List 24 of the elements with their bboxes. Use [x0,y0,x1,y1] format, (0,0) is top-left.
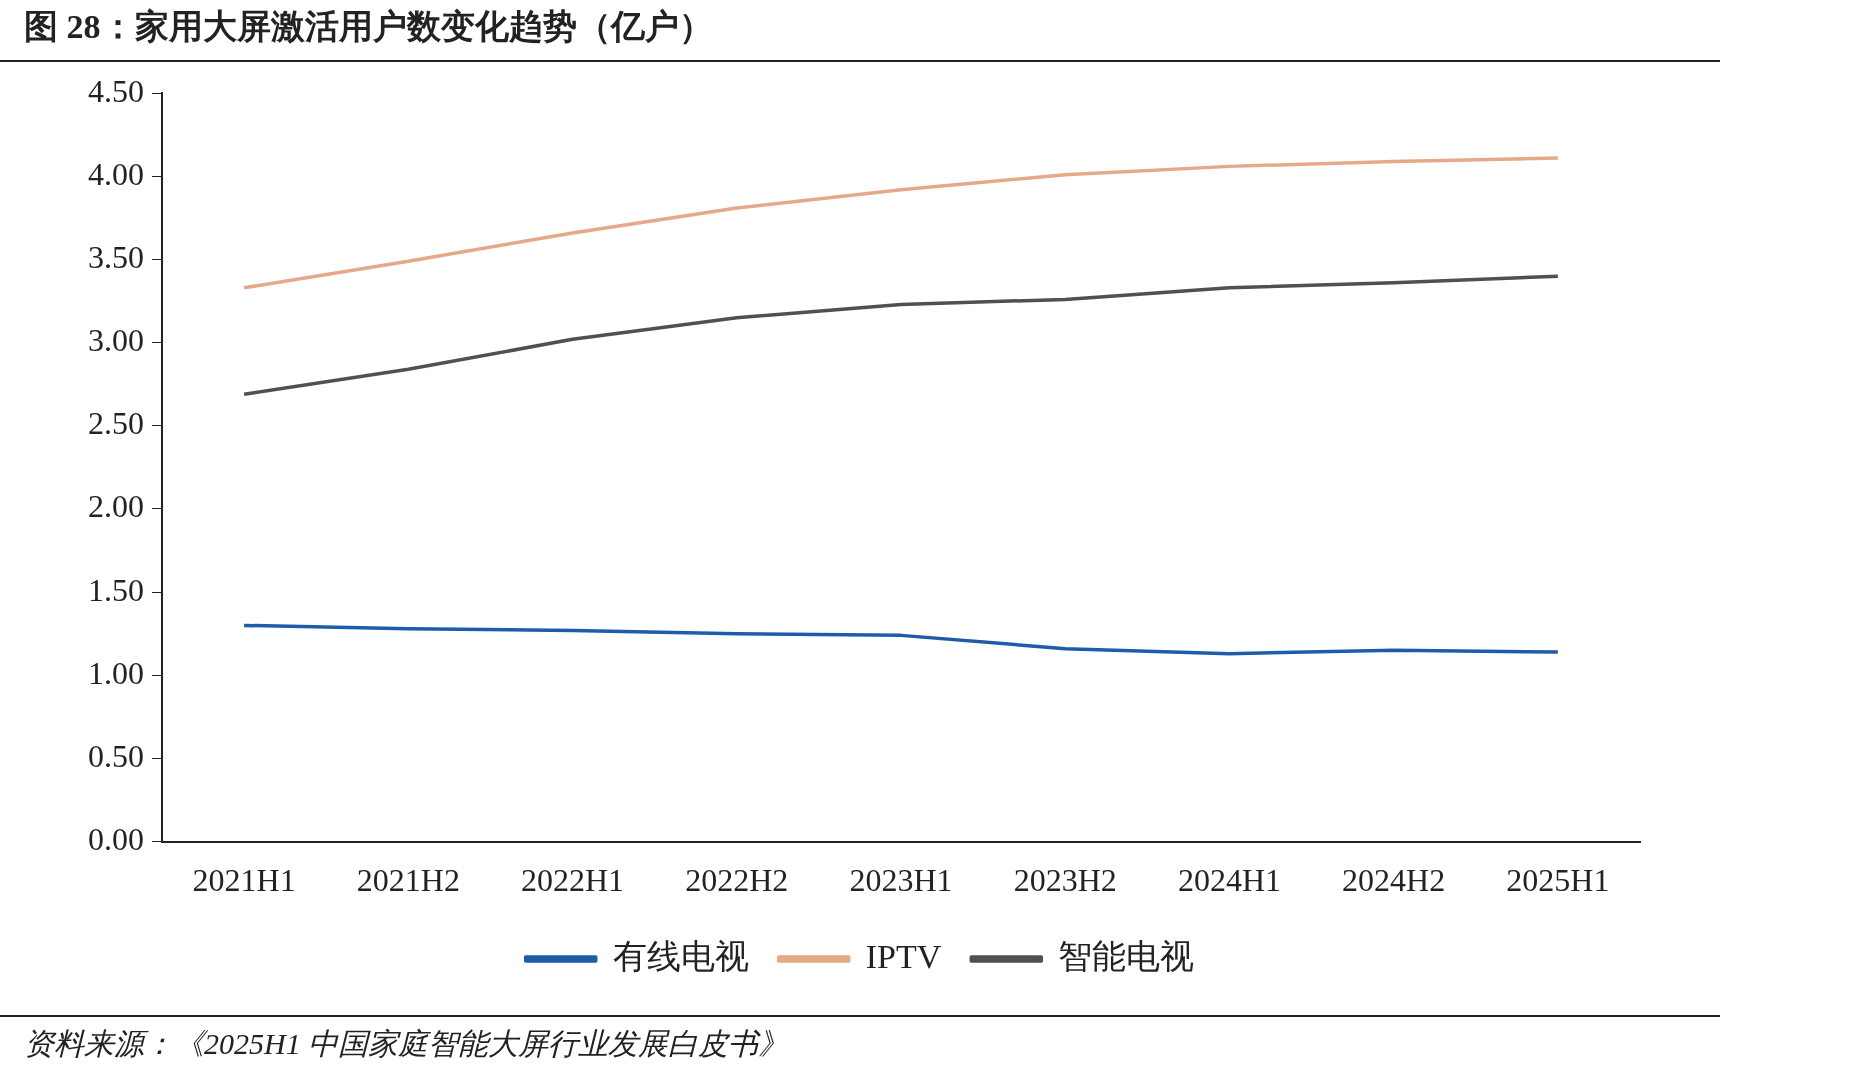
x-tick-label: 2023H1 [849,862,953,899]
text: 资料来源：《2025H1 中国家庭智能大屏行业发展白皮书》 [24,1026,789,1062]
y-tick-label: 1.00 [88,654,144,691]
y-tick-label: 1.50 [88,571,144,608]
y-tick-label: 0.50 [88,737,144,774]
y-tick-label: 3.50 [88,238,144,275]
legend-label: 有线电视 [612,937,749,975]
y-tick-label: 2.50 [88,405,144,442]
x-tick-label: 2022H1 [521,862,625,899]
legend-label: 智能电视 [1058,937,1195,975]
x-tick-label: 2024H1 [1177,862,1281,899]
x-tick-label: 2025H1 [1506,862,1610,899]
x-tick-label: 2021H1 [192,862,296,899]
legend-label: IPTV [865,937,942,975]
x-tick-label: 2022H2 [685,862,789,899]
chart-title: 图 28：家用大屏激活用户数变化趋势（亿户） [24,7,713,47]
y-tick-label: 4.50 [88,72,144,109]
y-tick-label: 2.00 [88,488,144,525]
x-tick-label: 2023H2 [1013,862,1117,899]
y-tick-label: 4.00 [88,155,144,192]
y-tick-label: 3.00 [88,322,144,359]
y-tick-label: 0.00 [88,821,144,858]
x-tick-label: 2024H2 [1342,862,1446,899]
x-tick-label: 2021H2 [356,862,460,899]
